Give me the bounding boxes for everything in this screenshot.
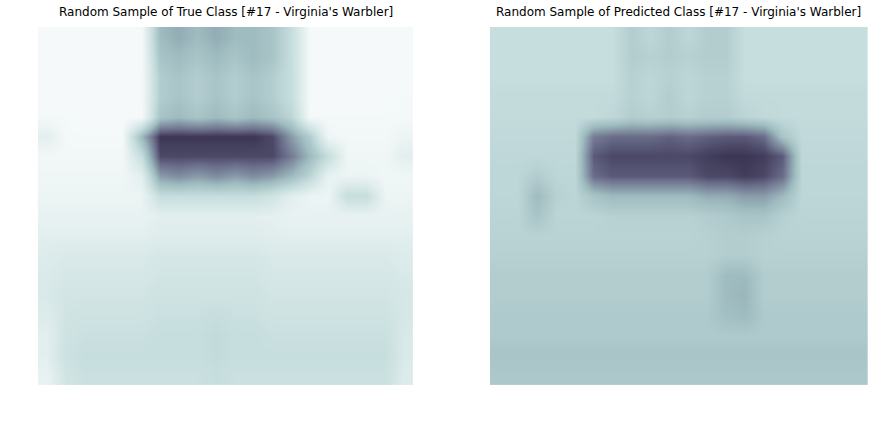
svg-text:Random Sample of Predicted Cla: Random Sample of Predicted Class [#17 - … xyxy=(496,5,861,19)
svg-text:Random Sample of True Class [#: Random Sample of True Class [#17 - Virgi… xyxy=(59,5,393,19)
